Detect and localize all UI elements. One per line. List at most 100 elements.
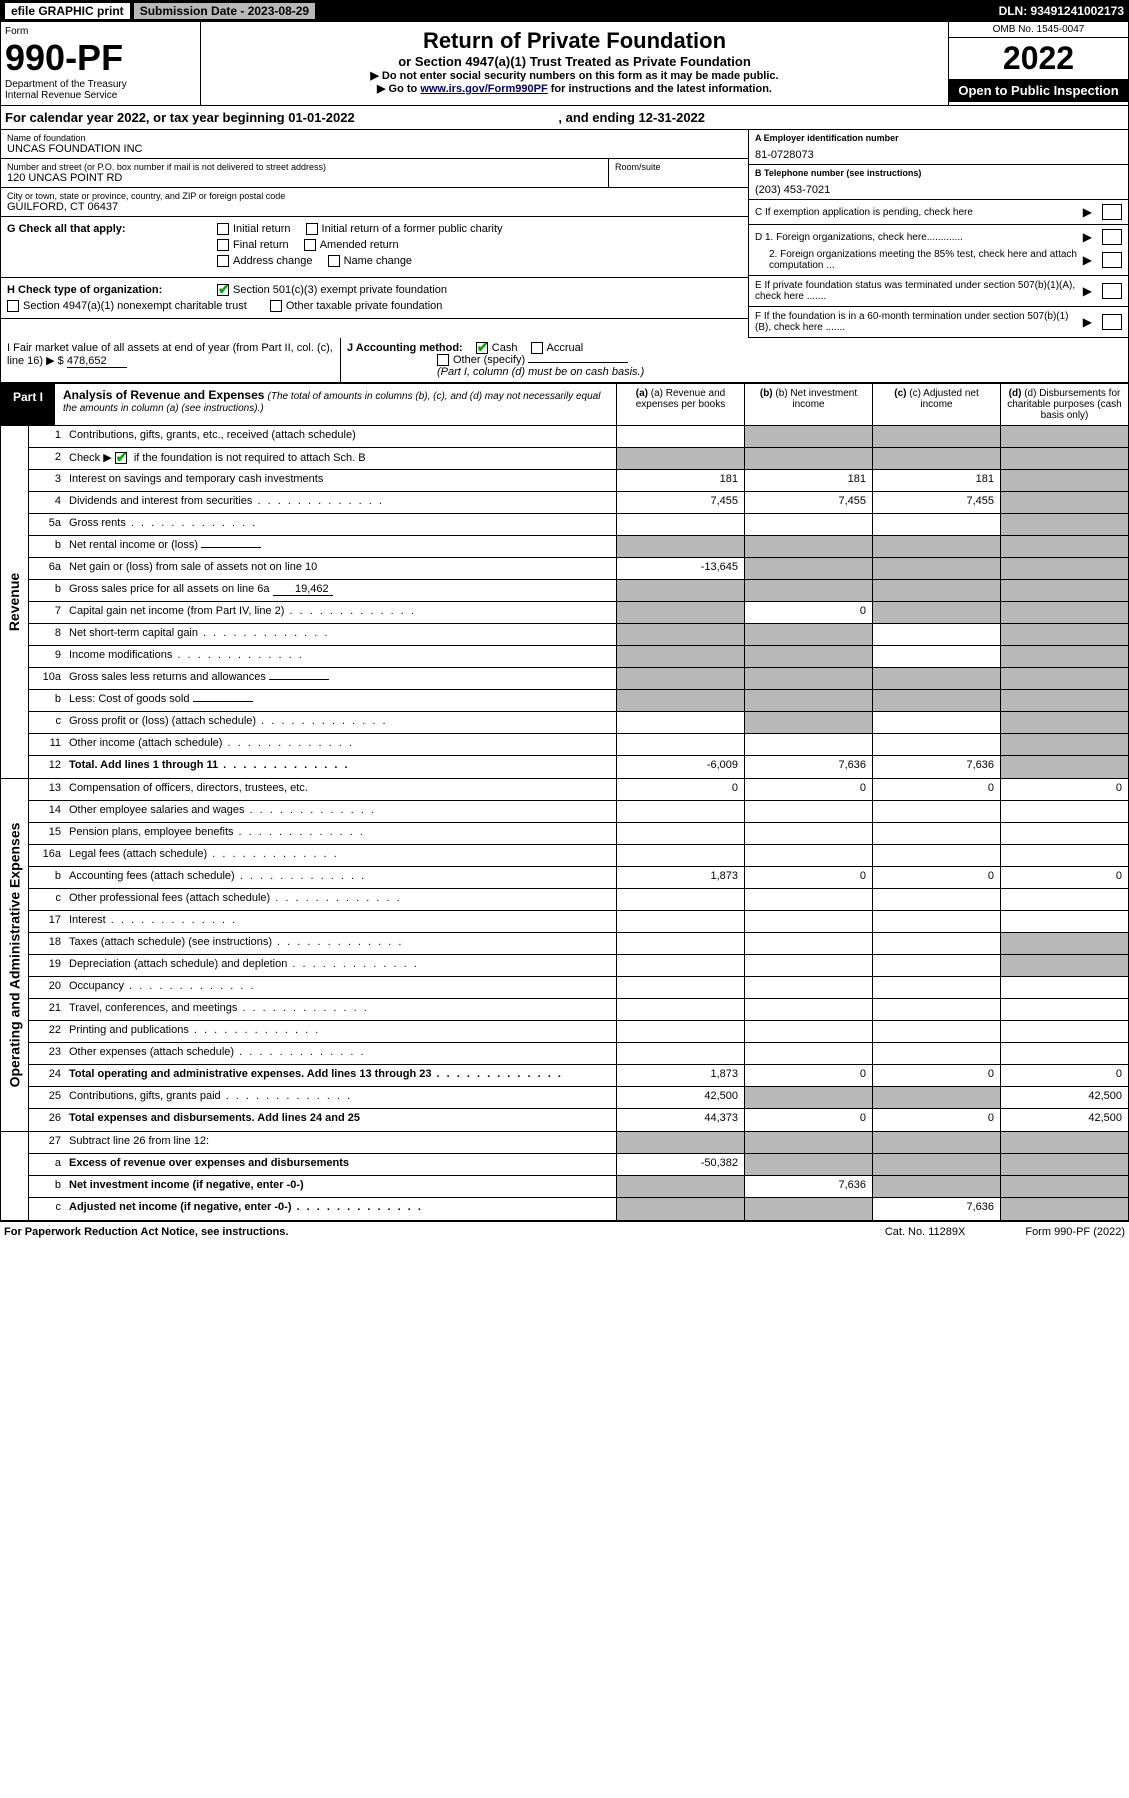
table-row: 18Taxes (attach schedule) (see instructi… (29, 933, 1128, 955)
table-row: bNet rental income or (loss) (29, 536, 1128, 558)
info-grid: Name of foundation UNCAS FOUNDATION INC … (0, 130, 1129, 338)
d2-checkbox[interactable] (1102, 252, 1122, 268)
line27-rows: 27Subtract line 26 from line 12: aExcess… (29, 1132, 1128, 1220)
schb-checkbox[interactable] (115, 452, 127, 464)
j-label: J Accounting method: (347, 342, 463, 354)
expenses-section: Operating and Administrative Expenses 13… (0, 779, 1129, 1132)
d1-label: D 1. Foreign organizations, check here..… (755, 232, 1079, 243)
revenue-rows: 1Contributions, gifts, grants, etc., rec… (29, 426, 1128, 778)
note-pre: ▶ Go to (377, 83, 420, 95)
table-row: 22Printing and publications (29, 1021, 1128, 1043)
form-title: Return of Private Foundation (207, 28, 942, 54)
top-bar: efile GRAPHIC print Submission Date - 20… (0, 0, 1129, 22)
f-checkbox[interactable] (1102, 314, 1122, 330)
revenue-section: Revenue 1Contributions, gifts, grants, e… (0, 426, 1129, 779)
irs-link[interactable]: www.irs.gov/Form990PF (420, 83, 547, 95)
j-cash[interactable]: Cash (476, 342, 518, 354)
g-opt-initial-public[interactable]: Initial return of a former public charit… (306, 223, 503, 235)
foundation-addr: 120 UNCAS POINT RD (7, 172, 602, 184)
g-options: Initial return Initial return of a forme… (217, 223, 742, 271)
table-row: 2Check ▶ if the foundation is not requir… (29, 448, 1128, 470)
table-row: 8Net short-term capital gain (29, 624, 1128, 646)
table-row: 3Interest on savings and temporary cash … (29, 470, 1128, 492)
efile-label: efile GRAPHIC print (5, 3, 130, 19)
table-row: cGross profit or (loss) (attach schedule… (29, 712, 1128, 734)
c-box: C If exemption application is pending, c… (749, 200, 1128, 225)
table-row: bAccounting fees (attach schedule)1,8730… (29, 867, 1128, 889)
j-cell: J Accounting method: Cash Accrual Other … (341, 338, 1128, 382)
e-checkbox[interactable] (1102, 283, 1122, 299)
footer-left: For Paperwork Reduction Act Notice, see … (4, 1226, 885, 1238)
line27-section: 27Subtract line 26 from line 12: aExcess… (0, 1132, 1129, 1221)
arrow-icon: ▶ (1083, 253, 1092, 267)
header-center: Return of Private Foundation or Section … (201, 22, 948, 105)
name-cell: Name of foundation UNCAS FOUNDATION INC (1, 130, 748, 159)
c-checkbox[interactable] (1102, 204, 1122, 220)
f-label: F If the foundation is in a 60-month ter… (755, 311, 1079, 333)
page-footer: For Paperwork Reduction Act Notice, see … (0, 1221, 1129, 1242)
col-c-head: (c) (c) Adjusted net income (872, 384, 1000, 425)
j-accrual[interactable]: Accrual (531, 342, 584, 354)
form-number: 990-PF (5, 37, 196, 79)
header-right: OMB No. 1545-0047 2022 Open to Public In… (948, 22, 1128, 105)
h-opt-501c3[interactable]: Section 501(c)(3) exempt private foundat… (217, 284, 447, 296)
g-opt-final[interactable]: Final return (217, 239, 289, 251)
e-label: E If private foundation status was termi… (755, 280, 1079, 302)
h-label: H Check type of organization: (7, 284, 217, 296)
table-row: bGross sales price for all assets on lin… (29, 580, 1128, 602)
g-opt-address[interactable]: Address change (217, 255, 313, 267)
name-label: Name of foundation (7, 133, 742, 143)
room-label: Room/suite (615, 162, 742, 172)
table-row: 4Dividends and interest from securities7… (29, 492, 1128, 514)
table-row: 13Compensation of officers, directors, t… (29, 779, 1128, 801)
table-row: 7Capital gain net income (from Part IV, … (29, 602, 1128, 624)
d2-label: 2. Foreign organizations meeting the 85%… (755, 249, 1079, 271)
table-row: 5aGross rents (29, 514, 1128, 536)
col-b-head: (b) (b) Net investment income (744, 384, 872, 425)
info-left: Name of foundation UNCAS FOUNDATION INC … (1, 130, 748, 338)
table-row: bLess: Cost of goods sold (29, 690, 1128, 712)
revenue-label: Revenue (1, 426, 29, 778)
expenses-rows: 13Compensation of officers, directors, t… (29, 779, 1128, 1131)
blank-side (1, 1132, 29, 1220)
table-row: 19Depreciation (attach schedule) and dep… (29, 955, 1128, 977)
cal-year-begin: For calendar year 2022, or tax year begi… (5, 110, 355, 125)
g-opt-amended[interactable]: Amended return (304, 239, 399, 251)
arrow-icon: ▶ (1083, 205, 1092, 219)
g-opt-initial[interactable]: Initial return (217, 223, 290, 235)
table-row: 27Subtract line 26 from line 12: (29, 1132, 1128, 1154)
table-row: 21Travel, conferences, and meetings (29, 999, 1128, 1021)
i-value: 478,652 (67, 355, 127, 368)
ein-value: 81-0728073 (755, 149, 1122, 161)
f-box: F If the foundation is in a 60-month ter… (749, 307, 1128, 338)
d-box: D 1. Foreign organizations, check here..… (749, 225, 1128, 276)
city-cell: City or town, state or province, country… (1, 188, 748, 217)
table-row: 11Other income (attach schedule) (29, 734, 1128, 756)
note-ssn: ▶ Do not enter social security numbers o… (207, 69, 942, 82)
h-opt-other[interactable]: Other taxable private foundation (270, 300, 443, 312)
arrow-icon: ▶ (1083, 230, 1092, 244)
form-subtitle: or Section 4947(a)(1) Trust Treated as P… (207, 54, 942, 69)
d1-checkbox[interactable] (1102, 229, 1122, 245)
table-row: 6aNet gain or (loss) from sale of assets… (29, 558, 1128, 580)
header-left: Form 990-PF Department of the Treasury I… (1, 22, 201, 105)
dept-treasury: Department of the Treasury (5, 79, 196, 90)
expenses-label: Operating and Administrative Expenses (1, 779, 29, 1131)
col-a-head: (a) (a) Revenue and expenses per books (616, 384, 744, 425)
table-row: 25Contributions, gifts, grants paid42,50… (29, 1087, 1128, 1109)
table-row: 12Total. Add lines 1 through 11-6,0097,6… (29, 756, 1128, 778)
g-row: G Check all that apply: Initial return I… (1, 217, 748, 278)
addr-cell: Number and street (or P.O. box number if… (1, 159, 608, 188)
addr-label: Number and street (or P.O. box number if… (7, 162, 602, 172)
form-label: Form (5, 26, 196, 37)
table-row: 20Occupancy (29, 977, 1128, 999)
part1-header: Part I Analysis of Revenue and Expenses … (0, 383, 1129, 426)
form-header: Form 990-PF Department of the Treasury I… (0, 22, 1129, 106)
phone-value: (203) 453-7021 (755, 184, 1122, 196)
omb-number: OMB No. 1545-0047 (949, 22, 1128, 38)
ein-label: A Employer identification number (755, 133, 1122, 143)
i-cell: I Fair market value of all assets at end… (1, 338, 341, 382)
h-opt-4947[interactable]: Section 4947(a)(1) nonexempt charitable … (7, 300, 247, 312)
j-note: (Part I, column (d) must be on cash basi… (437, 366, 644, 378)
g-opt-name[interactable]: Name change (328, 255, 413, 267)
